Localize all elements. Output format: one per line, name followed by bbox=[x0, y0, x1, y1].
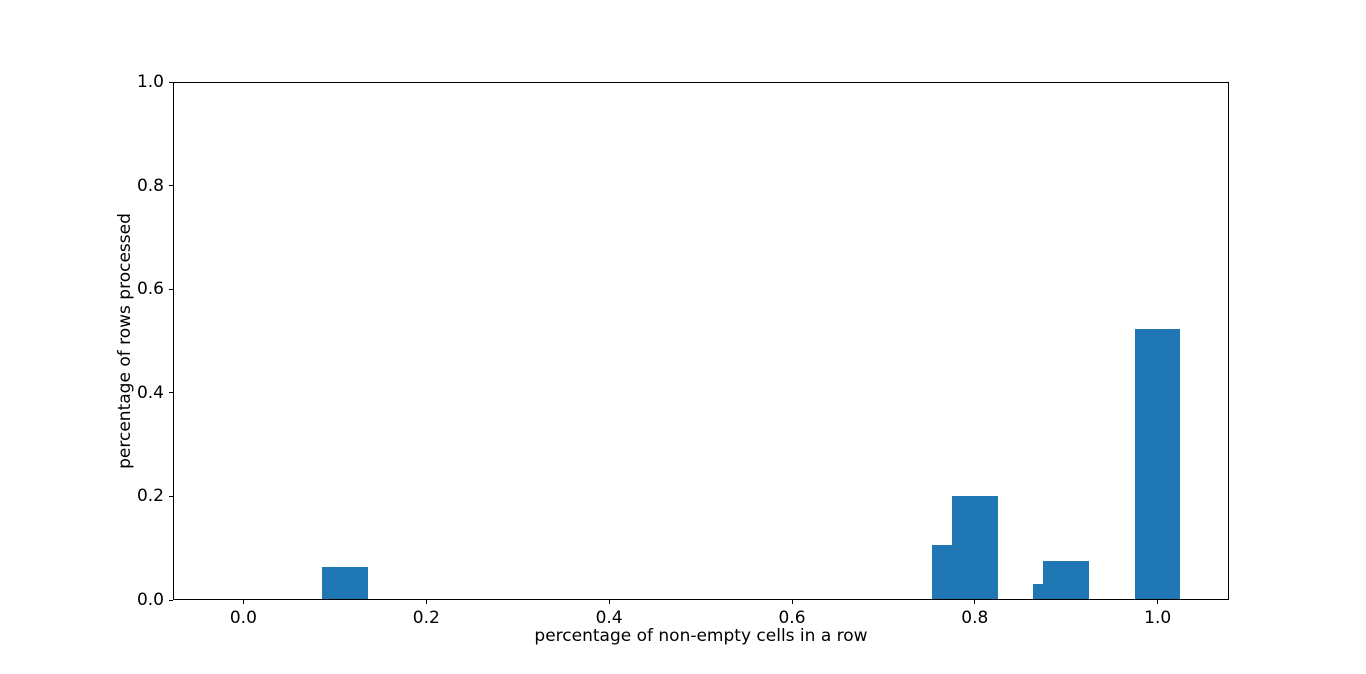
bar bbox=[952, 495, 998, 600]
y-tick-label: 0.6 bbox=[136, 279, 164, 300]
y-tick-label: 0.4 bbox=[136, 382, 164, 403]
bar bbox=[322, 567, 368, 600]
y-tick-mark bbox=[169, 495, 173, 497]
y-tick-mark bbox=[169, 288, 173, 290]
x-tick-mark bbox=[608, 600, 610, 604]
x-tick-label: 0.0 bbox=[229, 608, 257, 628]
x-tick-label: 0.2 bbox=[412, 608, 440, 628]
plot-area bbox=[173, 82, 1229, 600]
y-tick-label: 1.0 bbox=[136, 72, 164, 92]
x-axis-label: percentage of non-empty cells in a row bbox=[534, 626, 868, 646]
y-tick-label: 0.8 bbox=[136, 175, 164, 196]
bar bbox=[1134, 328, 1181, 600]
bars-layer bbox=[173, 82, 1229, 600]
y-tick-mark bbox=[169, 392, 173, 394]
x-tick-mark bbox=[425, 600, 427, 604]
x-tick-label: 0.6 bbox=[778, 608, 806, 628]
x-tick-mark bbox=[791, 600, 793, 604]
x-tick-label: 0.8 bbox=[961, 608, 989, 628]
x-tick-mark bbox=[974, 600, 976, 604]
y-tick-mark bbox=[169, 599, 173, 601]
x-tick-mark bbox=[1157, 600, 1159, 604]
x-tick-label: 1.0 bbox=[1144, 608, 1172, 628]
x-tick-mark bbox=[242, 600, 244, 604]
y-tick-label: 0.2 bbox=[136, 486, 164, 507]
y-tick-mark bbox=[169, 185, 173, 187]
y-tick-label: 0.0 bbox=[136, 590, 164, 610]
y-tick-mark bbox=[169, 81, 173, 83]
x-tick-label: 0.4 bbox=[595, 608, 623, 628]
y-axis-label: percentage of rows processed bbox=[115, 213, 135, 469]
bar bbox=[1043, 560, 1090, 600]
